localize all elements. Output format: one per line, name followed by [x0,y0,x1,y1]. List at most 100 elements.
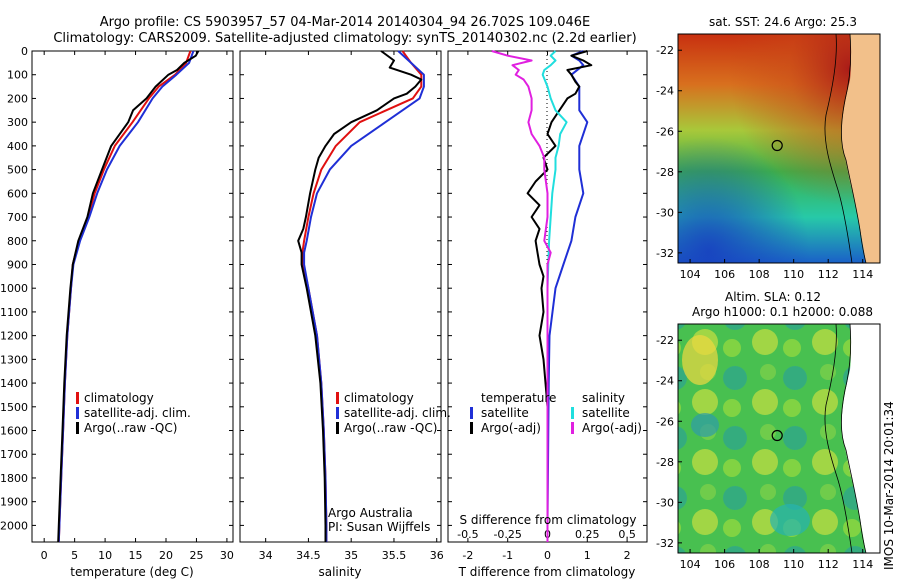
x-tick-label: 1 [584,549,591,562]
series-line-argo-adj- [526,50,593,542]
argo-position-marker [771,139,783,152]
y-tick-label: 800 [7,235,28,248]
map-y-tick-label: -26 [656,125,674,138]
temperature-panel: 0100200300400500600700800900100011001200… [0,45,647,579]
y-tick-label: 1000 [0,282,28,295]
sst-map-title: sat. SST: 24.6 Argo: 25.3 [709,15,857,29]
sst-map-axes: 104 106 108 110 112 114 -22 -24 -26 -28 -30 -32 [656,44,873,281]
y-tick-label: 1900 [0,496,28,509]
credit-pi: PI: Susan Wijffels [328,520,430,534]
map-x-tick-label: 110 [783,558,804,571]
series-line-climatology [57,50,192,543]
sst-map-image [678,33,880,264]
x-tick-label: 5 [71,549,78,562]
x-tick-label: 0 [544,549,551,562]
salinity-panel: 34 34.5 35 35.5 36 salinity climatology sate… [239,50,451,579]
y-tick-label: 600 [7,187,28,200]
y-tick-label: 1500 [0,401,28,414]
x-tick-label: 30 [220,549,234,562]
x2-tick-label: -0.25 [493,528,521,541]
legend-marker-s-argo [571,422,574,434]
legend-marker-s-satellite [571,407,574,419]
map-x-tick-label: 114 [852,558,873,571]
coastline [840,33,867,264]
y-tick-label: 1100 [0,306,28,319]
s-difference-label: S difference from climatology [460,513,637,527]
sla-map-axes: 104 106 108 110 112 114 -22 -24 -26 -28 -30 -32 [656,334,873,571]
series-line-argo-raw-qc- [57,50,200,543]
figure-title-line2: Climatology: CARS2009. Satellite-adjuste… [53,31,636,46]
x-tick-label: 0 [41,549,48,562]
temperature-legend: climatology satellite-adj. clim. Argo(..… [76,391,191,435]
salinity-plot-frame [239,50,442,543]
y-tick-label: 400 [7,140,28,153]
map-y-tick-label: -30 [656,206,674,219]
map-x-tick-label: 108 [749,268,770,281]
sst-map-frame [677,33,881,264]
difference-axis: -2 -1 0 1 2-0.5 -0.25 0 0.25 0.5 [457,51,636,562]
series-line-climatology [301,50,423,542]
legend-label-argo: Argo(..raw -QC) [84,421,177,435]
salinity-series [297,50,425,542]
sla-map-subtitle: Argo h1000: 0.1 h2000: 0.088 [692,305,873,319]
legend-label-s-argo: Argo(-adj) [582,421,642,435]
temperature-xlabel: temperature (deg C) [70,565,193,579]
y-tick-label: 100 [7,69,28,82]
credit-institution: Argo Australia [328,506,413,520]
figure-title-line1: Argo profile: CS 5903957_57 04-Mar-2014 … [100,15,590,30]
y-tick-label: 2000 [0,519,28,532]
footer-credit: IMOS 10-Mar-2014 20:01:34 [882,401,896,570]
map-y-tick-label: -28 [656,166,674,179]
series-line-argo-adj-salinity- [491,50,552,542]
y-tick-label: 1600 [0,425,28,438]
y-tick-label: 1800 [0,472,28,485]
map-y-tick-label: -32 [656,537,674,550]
map-x-tick-label: 112 [818,268,839,281]
legend-label-satellite: satellite-adj. clim. [84,406,191,420]
bathymetry-contour [824,323,853,554]
temperature-series [57,50,200,543]
y-tick-label: 200 [7,92,28,105]
x-tick-label: 34 [259,549,273,562]
legend-label-climatology: climatology [84,391,154,405]
map-x-tick-label: 106 [714,558,735,571]
map-y-tick-label: -24 [656,85,674,98]
difference-legend: temperature satellite Argo(-adj) salinit… [470,391,642,435]
map-x-tick-label: 110 [783,268,804,281]
coastline [840,323,867,554]
map-y-tick-label: -32 [656,247,674,260]
y-tick-label: 500 [7,164,28,177]
x-tick-label: -1 [502,549,513,562]
map-x-tick-label: 104 [680,268,701,281]
y-tick-label: 1700 [0,448,28,461]
legend-marker-t-satellite [470,407,473,419]
temperature-axis: 0 5 10 15 20 25 30 [41,51,234,562]
x-tick-label: 10 [98,549,112,562]
x-tick-label: 25 [189,549,203,562]
map-x-tick-label: 114 [852,268,873,281]
x-tick-label: -2 [462,549,473,562]
x2-tick-label: -0.5 [457,528,478,541]
map-y-tick-label: -30 [656,496,674,509]
map-x-tick-label: 108 [749,558,770,571]
legend-label-s-satellite: satellite [582,406,630,420]
legend-label-argo: Argo(..raw -QC) [344,421,437,435]
map-y-tick-label: -22 [656,334,674,347]
legend-label-climatology: climatology [344,391,414,405]
x-tick-label: 35 [344,549,358,562]
argo-position-marker [771,429,783,442]
t-difference-xlabel: T difference from climatology [458,565,636,579]
legend-marker-satellite [336,407,339,419]
y-tick-label: 300 [7,116,28,129]
sla-map: Altim. SLA: 0.12 Argo h1000: 0.1 h2000: … [656,290,881,571]
x-tick-label: 35.5 [382,549,407,562]
x-tick-label: 20 [159,549,173,562]
x-tick-label: 2 [624,549,631,562]
legend-label-satellite: satellite-adj. clim. [344,406,451,420]
depth-axis: 0 100 200 300 400 500 600 700 800 900 1000 1100 1200… [0,45,647,532]
salinity-xlabel: salinity [318,565,361,579]
legend-marker-argo [336,422,339,434]
legend-marker-climatology [336,392,339,404]
map-y-tick-label: -28 [656,456,674,469]
